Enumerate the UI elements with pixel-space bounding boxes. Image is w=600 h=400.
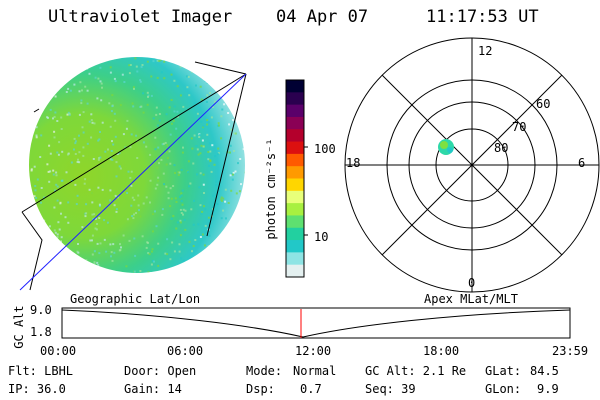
look-direction-line [19, 73, 247, 291]
ip-status: IP: 36.0 [8, 382, 66, 396]
dsp-label: Dsp: [246, 382, 275, 396]
colorbar-segment [286, 252, 304, 266]
colorbar-segment [286, 80, 304, 93]
timeline-xtick-0000: 00:00 [40, 344, 77, 358]
colorbar-segment [286, 166, 304, 179]
colorbar-unit-label: photon cm⁻²s⁻¹ [264, 138, 278, 240]
mode-label: Mode: [246, 364, 283, 378]
timeline-xtick-2359: 23:59 [552, 344, 589, 358]
colorbar-segment [286, 141, 304, 155]
colorbar-segment [286, 227, 304, 241]
colorbar-segment [286, 240, 304, 253]
polar-hour-18: 18 [346, 156, 361, 170]
mode-value: Normal [293, 364, 337, 378]
glon-label: GLon: [485, 382, 522, 396]
timeline-left-title: Geographic Lat/Lon [70, 292, 201, 306]
glat-label: GLat: [485, 364, 522, 378]
colorbar [285, 79, 308, 278]
colorbar-segment [286, 116, 304, 130]
polar-lat-80: 80 [494, 141, 509, 155]
seq-status: Seq: 39 [365, 382, 416, 396]
timeline-axis-label: GC Alt [12, 305, 26, 349]
timeline-xtick-1200: 12:00 [295, 344, 332, 358]
colorbar-segment [286, 104, 304, 118]
instrument-title: Ultraviolet Imager [48, 7, 233, 27]
polar-lat-70: 70 [512, 120, 527, 134]
door-status: Door: Open [124, 364, 197, 378]
timeline-xtick-1800: 18:00 [423, 344, 460, 358]
colorbar-segment [286, 264, 304, 278]
date-label: 04 Apr 07 [276, 7, 369, 27]
earth-disk [29, 57, 245, 273]
colorbar-tick-100: 100 [314, 142, 336, 156]
colorbar-tick-10: 10 [314, 230, 329, 244]
colorbar-segment [286, 92, 304, 106]
gain-status: Gain: 14 [124, 382, 182, 396]
timeline-xtick-0600: 06:00 [167, 344, 204, 358]
filter-status: Flt: LBHL [8, 364, 74, 378]
colorbar-segment [286, 178, 304, 192]
colorbar-segment [286, 203, 304, 216]
gc-alt-status: GC Alt: 2.1 Re [365, 364, 467, 378]
polar-hour-12: 12 [478, 44, 493, 58]
colorbar-segment [286, 129, 304, 143]
polar-hour-6: 6 [578, 156, 586, 170]
field-of-view-lines [21, 61, 247, 291]
timeline-ytick-1-8: 1.8 [30, 325, 52, 339]
dsp-value: 0.7 [300, 382, 322, 396]
colorbar-segment [286, 153, 304, 167]
glat-value: 84.5 [530, 364, 559, 378]
time-label: 11:17:53 UT [426, 7, 539, 27]
timeline-right-title: Apex MLat/MLT [424, 292, 518, 306]
polar-hour-0: 0 [468, 276, 476, 290]
colorbar-segment [286, 215, 304, 229]
colorbar-segment [286, 190, 304, 204]
timeline-ytick-9: 9.0 [30, 303, 52, 317]
glon-value: 9.9 [537, 382, 559, 396]
polar-lat-60: 60 [536, 97, 551, 111]
